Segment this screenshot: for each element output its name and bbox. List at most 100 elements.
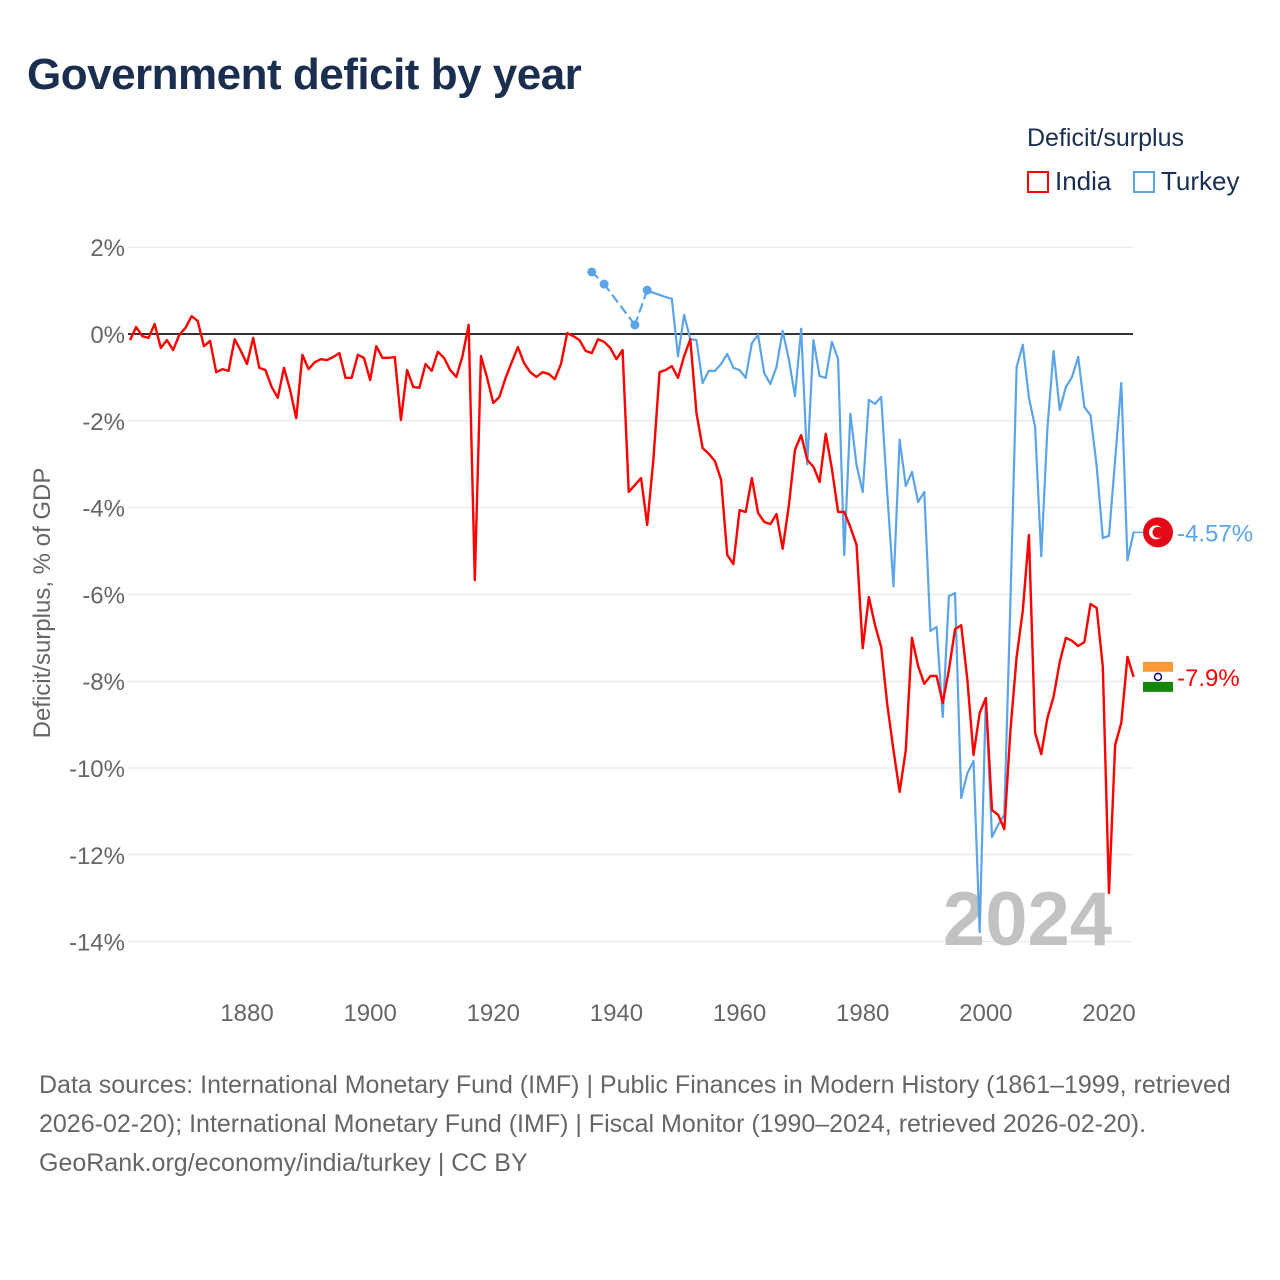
turkey-line-segment xyxy=(775,329,784,369)
turkey-flag-crescent-cut xyxy=(1152,526,1164,538)
y-tick-label: 2% xyxy=(90,235,125,262)
x-tick-label: 2020 xyxy=(1082,1000,1135,1027)
india-flag-chakra xyxy=(1153,672,1163,682)
india-flag-icon xyxy=(1143,661,1173,672)
x-tick-label: 1920 xyxy=(467,1000,520,1027)
turkey-line-segment xyxy=(1126,531,1135,562)
turkey-line-segment xyxy=(824,340,834,379)
x-tick-label: 2000 xyxy=(959,1000,1012,1027)
turkey-line-segment xyxy=(1052,349,1061,412)
turkey-line-segment xyxy=(726,352,735,369)
y-tick-label: -4% xyxy=(82,496,125,523)
turkey-line-segment xyxy=(1070,355,1080,379)
turkey-line-segment xyxy=(1033,425,1043,558)
credit-link[interactable]: GeoRank.org/economy/india/turkey | CC BY xyxy=(39,1149,528,1177)
legend-label-india: India xyxy=(1055,166,1112,196)
y-tick-label: -2% xyxy=(82,409,125,436)
y-tick-label: -6% xyxy=(82,582,125,609)
turkey-line-segment xyxy=(787,358,797,398)
turkey-point xyxy=(630,320,640,330)
turkey-point xyxy=(642,285,652,295)
turkey-line-segment xyxy=(695,338,704,385)
turkey-line-segment xyxy=(1027,396,1037,428)
turkey-line-segment xyxy=(855,463,864,494)
chart-title: Government deficit by year xyxy=(27,50,582,99)
turkey-line-segment xyxy=(972,759,981,934)
turkey-line-segment xyxy=(880,395,889,496)
turkey-line-segment xyxy=(1083,405,1092,417)
turkey-line-segment xyxy=(923,490,932,632)
turkey-line-segment xyxy=(960,772,969,800)
turkey-line-segment xyxy=(1095,464,1104,540)
turkey-line-segment xyxy=(806,338,815,466)
legend-item-india[interactable]: India xyxy=(1027,166,1111,197)
india-line xyxy=(128,315,1135,895)
x-tick-label: 1880 xyxy=(220,1000,273,1027)
turkey-line-segment xyxy=(886,493,895,588)
turkey-swatch xyxy=(1133,170,1155,193)
turkey-line-segment xyxy=(867,398,877,405)
turkey-line-segment xyxy=(781,329,790,361)
turkey-line-segment xyxy=(1009,365,1018,602)
y-axis-label: Deficit/surplus, % of GDP xyxy=(29,468,56,739)
turkey-line-segment xyxy=(769,365,778,386)
y-tick-label: 0% xyxy=(90,322,125,349)
turkey-line-segment xyxy=(978,697,987,934)
turkey-line-segment xyxy=(843,412,852,557)
y-tick-label: -12% xyxy=(69,843,125,870)
turkey-line-segment xyxy=(676,313,686,358)
turkey-line-segment xyxy=(836,358,846,557)
turkey-line-segment xyxy=(892,438,901,588)
turkey-line-segment xyxy=(1114,381,1123,461)
turkey-line-segment xyxy=(849,412,858,467)
year-watermark: 2024 xyxy=(943,877,1112,962)
x-tick-label: 1960 xyxy=(713,1000,766,1027)
turkey-line-segment xyxy=(1089,414,1098,468)
turkey-line-segment xyxy=(1107,458,1117,537)
y-tick-label: -8% xyxy=(82,669,125,696)
turkey-line-segment xyxy=(1040,427,1049,558)
legend-item-turkey[interactable]: Turkey xyxy=(1133,166,1240,197)
turkey-line-segment xyxy=(713,362,723,372)
turkey-line-segment xyxy=(898,438,907,487)
turkey-line-segment xyxy=(1120,381,1129,562)
turkey-line-segment xyxy=(1058,385,1067,412)
turkey-line-segment xyxy=(1021,343,1031,399)
turkey-line-segment xyxy=(1015,343,1024,369)
turkey-line-segment xyxy=(793,327,803,398)
turkey-line-segment xyxy=(904,470,914,487)
turkey-line-segment xyxy=(1046,349,1055,430)
india-end-label: -7.9% xyxy=(1177,665,1240,692)
turkey-line-segment xyxy=(701,369,710,385)
legend-title: Deficit/surplus xyxy=(1027,124,1184,152)
turkey-line-segment xyxy=(670,297,680,358)
legend-label-turkey: Turkey xyxy=(1161,166,1240,196)
y-tick-label: -14% xyxy=(69,930,125,957)
india-flag-green xyxy=(1143,681,1173,692)
turkey-gap-segment xyxy=(603,282,636,326)
turkey-line-segment xyxy=(830,340,840,361)
turkey-line-segment xyxy=(756,333,766,375)
turkey-line-segment xyxy=(861,398,870,494)
turkey-line-segment xyxy=(1077,355,1086,409)
turkey-line-segment xyxy=(953,591,963,800)
turkey-line-segment xyxy=(800,327,809,466)
turkey-line-segment xyxy=(719,352,729,366)
turkey-line-segment xyxy=(812,338,821,378)
turkey-line-segment xyxy=(1064,375,1074,389)
footer: Data sources: International Monetary Fun… xyxy=(39,1066,1249,1183)
y-tick-label: -10% xyxy=(69,756,125,783)
turkey-line-segment xyxy=(738,368,747,379)
india-flag-white xyxy=(1143,671,1173,682)
turkey-point xyxy=(599,279,609,289)
x-tick-label: 1980 xyxy=(836,1000,889,1027)
turkey-line-segment xyxy=(990,823,1000,839)
india-swatch xyxy=(1027,170,1049,193)
turkey-line-segment xyxy=(910,470,920,504)
x-tick-label: 1900 xyxy=(343,1000,396,1027)
turkey-gap-segment xyxy=(633,289,649,326)
turkey-line-segment xyxy=(683,313,692,341)
turkey-line-segment xyxy=(750,333,760,345)
